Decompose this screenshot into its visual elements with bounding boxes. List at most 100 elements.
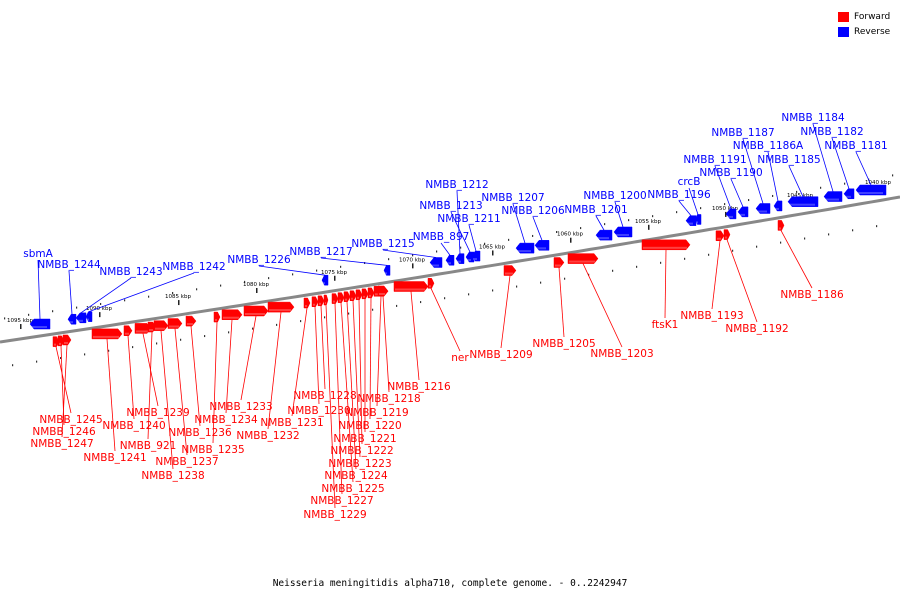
gene-sbma-feature-shade bbox=[31, 326, 47, 329]
gene-nmbb-1225-label[interactable]: NMBB_1225 bbox=[321, 483, 384, 495]
gene-nmbb-921-leader bbox=[147, 332, 153, 440]
gene-nmbb-1186-label[interactable]: NMBB_1186 bbox=[780, 289, 844, 301]
gene-nmbb-1212-label[interactable]: NMBB_1212 bbox=[425, 179, 488, 191]
gene-nmbb-1207-label[interactable]: NMBB_1207 bbox=[481, 192, 544, 204]
gene-nmbb-1238-label[interactable]: NMBB_1238 bbox=[141, 470, 204, 482]
gene-nmbb-1215-label[interactable]: NMBB_1215 bbox=[351, 238, 414, 250]
gene-nmbb-1200-label[interactable]: NMBB_1200 bbox=[583, 190, 646, 202]
gene-nmbb-1243-leader bbox=[80, 277, 132, 314]
gene-nmbb-1200-feature bbox=[613, 226, 633, 238]
gene-nmbb-1213-label[interactable]: NMBB_1213 bbox=[419, 200, 482, 212]
gene-nmbb-1220-label[interactable]: NMBB_1220 bbox=[338, 420, 401, 432]
gene-nmbb-1201-feature-shade bbox=[597, 237, 609, 240]
gene-nmbb-921-label[interactable]: NMBB_921 bbox=[120, 440, 177, 452]
gene-nmbb-1187-label[interactable]: NMBB_1187 bbox=[711, 127, 774, 139]
gene-nmbb-1234-label[interactable]: NMBB_1234 bbox=[194, 414, 258, 426]
gene-nmbb-1229-leader bbox=[325, 305, 336, 509]
gene-nmbb-1220-feature-shade bbox=[369, 294, 371, 297]
gene-nmbb-1211-label[interactable]: NMBB_1211 bbox=[437, 213, 500, 225]
gene-nmbb-1185-label[interactable]: NMBB_1185 bbox=[757, 154, 820, 166]
track-dot bbox=[60, 357, 62, 360]
gene-ner-feature-shade bbox=[429, 285, 431, 288]
gene-nmbb-1226-label[interactable]: NMBB_1226 bbox=[227, 254, 291, 266]
gene-nmbb-1196-label[interactable]: NMBB_1196 bbox=[647, 189, 711, 201]
gene-nmbb-1247-label[interactable]: NMBB_1247 bbox=[30, 438, 93, 450]
gene-ner-label[interactable]: ner bbox=[451, 352, 469, 364]
gene-nmbb-1186a-leader bbox=[767, 151, 779, 202]
gene-nmbb-1201-label[interactable]: NMBB_1201 bbox=[564, 204, 627, 216]
gene-nmbb-1216-feature-shade bbox=[395, 288, 425, 291]
gene-nmbb-1184-label[interactable]: NMBB_1184 bbox=[781, 112, 845, 124]
gene-nmbb-1209-label[interactable]: NMBB_1209 bbox=[469, 349, 532, 361]
gene-nmbb-1231-label[interactable]: NMBB_1231 bbox=[260, 417, 323, 429]
track-dot bbox=[244, 280, 246, 283]
gene-nmbb-1227-label[interactable]: NMBB_1227 bbox=[310, 495, 373, 507]
gene-nmbb-1222-label[interactable]: NMBB_1222 bbox=[330, 445, 393, 457]
track-dot bbox=[540, 281, 542, 284]
gene-nmbb-1246-label[interactable]: NMBB_1246 bbox=[32, 426, 96, 438]
gene-sbma-label[interactable]: sbmA bbox=[23, 248, 53, 260]
gene-nmbb-1190-label[interactable]: NMBB_1190 bbox=[699, 167, 762, 179]
gene-nmbb-1186-feature-shade bbox=[779, 227, 781, 230]
track-dot bbox=[132, 346, 134, 349]
gene-nmbb-1236-feature-shade bbox=[187, 323, 193, 326]
gene-nmbb-1217-label[interactable]: NMBB_1217 bbox=[289, 246, 352, 258]
gene-ftsk1-label[interactable]: ftsK1 bbox=[652, 319, 679, 331]
gene-nmbb-1233-label[interactable]: NMBB_1233 bbox=[209, 401, 272, 413]
gene-nmbb-1241-label[interactable]: NMBB_1241 bbox=[83, 452, 146, 464]
gene-nmbb-1205-label[interactable]: NMBB_1205 bbox=[532, 338, 595, 350]
gene-nmbb-1233-feature bbox=[243, 305, 269, 317]
gene-nmbb-1193-label[interactable]: NMBB_1193 bbox=[680, 310, 743, 322]
gene-nmbb-1192-label[interactable]: NMBB_1192 bbox=[725, 323, 788, 335]
gene-nmbb-1223-label[interactable]: NMBB_1223 bbox=[328, 458, 391, 470]
gene-nmbb-1206-label[interactable]: NMBB_1206 bbox=[501, 205, 565, 217]
gene-nmbb-1228-label[interactable]: NMBB_1228 bbox=[293, 390, 356, 402]
gene-nmbb-1186a-label[interactable]: NMBB_1186A bbox=[733, 140, 804, 152]
gene-nmbb-1242-label[interactable]: NMBB_1242 bbox=[162, 261, 225, 273]
gene-nmbb-1191-label[interactable]: NMBB_1191 bbox=[683, 154, 746, 166]
track-dot bbox=[532, 234, 534, 237]
gene-nmbb-1235-label[interactable]: NMBB_1235 bbox=[181, 444, 244, 456]
gene-nmbb-1219-label[interactable]: NMBB_1219 bbox=[345, 407, 408, 419]
gene-nmbb-897-label[interactable]: NMBB_897 bbox=[413, 231, 470, 243]
track-dot bbox=[564, 277, 566, 280]
gene-nmbb-1242-feature bbox=[85, 311, 93, 322]
gene-nmbb-1225-feature bbox=[337, 292, 345, 303]
gene-nmbb-1239-label[interactable]: NMBB_1239 bbox=[126, 407, 189, 419]
gene-nmbb-1218-label[interactable]: NMBB_1218 bbox=[357, 393, 420, 405]
tick-label-1080-kbp: 1080 kbp bbox=[243, 282, 269, 288]
gene-nmbb-1213-feature-shade bbox=[467, 259, 471, 262]
label-leader-lines bbox=[37, 123, 872, 509]
gene-nmbb-1244-label[interactable]: NMBB_1244 bbox=[37, 259, 101, 271]
gene-nmbb-1181-label[interactable]: NMBB_1181 bbox=[824, 140, 887, 152]
gene-nmbb-1243-label[interactable]: NMBB_1243 bbox=[99, 266, 162, 278]
track-dot bbox=[196, 288, 198, 291]
tick-label-1055-kbp: 1055 kbp bbox=[635, 219, 661, 225]
gene-nmbb-1216-label[interactable]: NMBB_1216 bbox=[387, 381, 451, 393]
gene-nmbb-1245-label[interactable]: NMBB_1245 bbox=[39, 414, 102, 426]
gene-nmbb-1209-feature bbox=[503, 265, 517, 276]
gene-nmbb-1229-label[interactable]: NMBB_1229 bbox=[303, 509, 366, 521]
gene-nmbb-1203-label[interactable]: NMBB_1203 bbox=[590, 348, 653, 360]
gene-crcb-label[interactable]: crcB bbox=[678, 176, 701, 188]
tick-mark bbox=[256, 287, 258, 293]
legend-forward-swatch bbox=[838, 11, 849, 22]
gene-nmbb-1191-feature-shade bbox=[727, 215, 733, 218]
gene-nmbb-1193-leader bbox=[711, 240, 721, 310]
gene-sbma-feature bbox=[29, 318, 51, 330]
gene-nmbb-1230-label[interactable]: NMBB_1230 bbox=[287, 405, 350, 417]
gene-nmbb-1206-feature-shade bbox=[536, 247, 546, 250]
gene-nmbb-1224-label[interactable]: NMBB_1224 bbox=[324, 470, 388, 482]
gene-nmbb-1215-feature-shade bbox=[431, 264, 439, 267]
gene-nmbb-1182-label[interactable]: NMBB_1182 bbox=[800, 126, 863, 138]
gene-nmbb-1236-feature bbox=[185, 315, 197, 327]
gene-nmbb-1245-leader bbox=[55, 346, 72, 414]
track-dot bbox=[556, 231, 558, 234]
gene-nmbb-1237-label[interactable]: NMBB_1237 bbox=[155, 456, 218, 468]
gene-nmbb-1232-label[interactable]: NMBB_1232 bbox=[236, 430, 299, 442]
gene-nmbb-1236-label[interactable]: NMBB_1236 bbox=[168, 427, 232, 439]
gene-nmbb-1182-feature-shade bbox=[845, 195, 851, 198]
track-dot bbox=[660, 261, 662, 264]
gene-nmbb-1240-label[interactable]: NMBB_1240 bbox=[102, 420, 165, 432]
gene-nmbb-1221-label[interactable]: NMBB_1221 bbox=[333, 433, 396, 445]
